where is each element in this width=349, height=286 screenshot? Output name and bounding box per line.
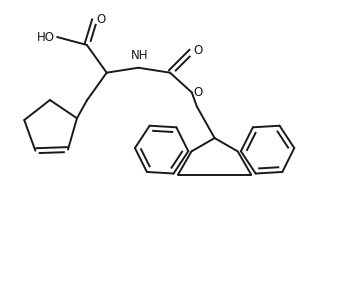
Text: NH: NH	[131, 49, 148, 62]
Text: O: O	[194, 44, 203, 57]
Text: O: O	[97, 13, 106, 26]
Text: HO: HO	[37, 31, 55, 43]
Text: O: O	[194, 86, 203, 99]
